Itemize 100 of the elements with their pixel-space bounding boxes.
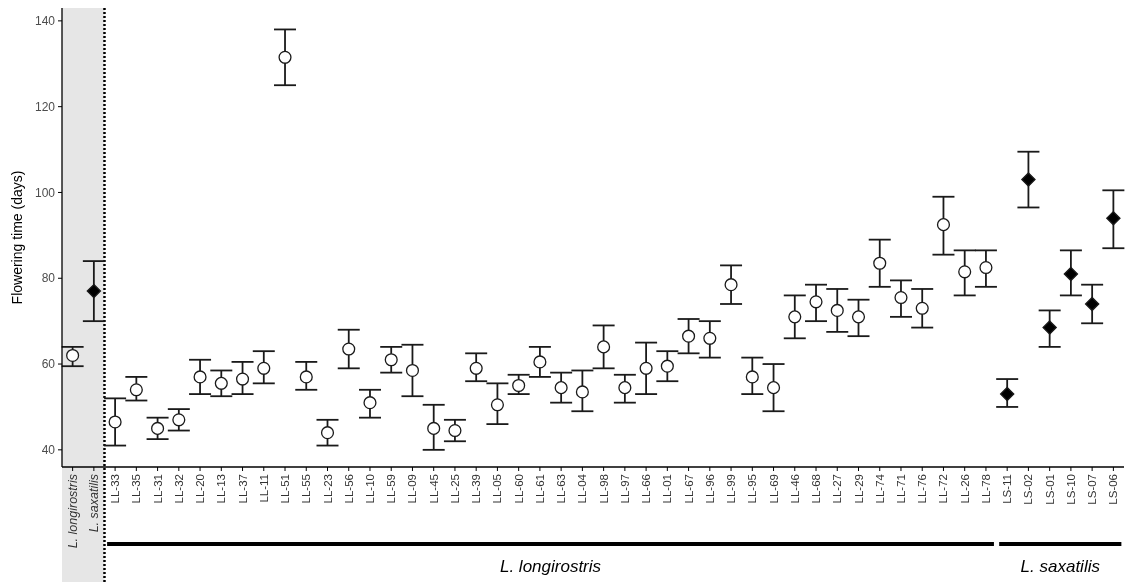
x-tick-label: LL-39 xyxy=(470,474,483,504)
point xyxy=(597,340,611,354)
text: L. longirostris xyxy=(499,557,602,576)
point xyxy=(979,260,993,275)
point xyxy=(384,353,398,367)
x-tick-label: LL-45 xyxy=(427,474,440,504)
point xyxy=(490,398,504,412)
x-tick-label: LL-04 xyxy=(576,473,589,504)
point xyxy=(1084,296,1100,312)
x-tick-label: LL-74 xyxy=(873,473,886,504)
x-tick-label: LS-07 xyxy=(1086,474,1099,505)
point xyxy=(86,283,102,299)
point xyxy=(915,301,929,315)
point xyxy=(999,386,1015,402)
point xyxy=(214,376,228,390)
x-tick-label: LL-99 xyxy=(725,474,738,504)
x-tick-label: LL-63 xyxy=(555,474,568,504)
point xyxy=(1042,320,1057,335)
point xyxy=(448,423,462,438)
x-tick-label: L. saxatilis xyxy=(86,474,101,533)
x-tick-label: LL-13 xyxy=(215,474,228,504)
x-tick-label: LL-01 xyxy=(661,474,674,504)
point xyxy=(766,381,781,395)
x-tick-label: LL-66 xyxy=(640,474,653,504)
point xyxy=(660,359,674,373)
x-tick-label: LL-20 xyxy=(194,474,207,504)
y-tick-label: 120 xyxy=(34,99,56,114)
point xyxy=(1106,210,1121,226)
x-tick-label: LL-32 xyxy=(172,474,185,504)
x-tick-label: LL-97 xyxy=(618,474,631,504)
y-tick-label: 40 xyxy=(41,443,56,458)
x-tick-label: LL-68 xyxy=(810,474,823,504)
point xyxy=(257,361,271,375)
x-tick-label: LL-26 xyxy=(958,474,971,504)
x-tick-label: LL-51 xyxy=(279,474,292,504)
x-tick-label: LL-78 xyxy=(979,474,992,504)
x-tick-label: LL-76 xyxy=(916,474,929,504)
point xyxy=(851,310,866,324)
x-tick-label: LL-60 xyxy=(512,474,525,504)
point xyxy=(724,278,738,292)
x-tick-label: LL-29 xyxy=(852,474,865,504)
x-tick-label: LL-69 xyxy=(767,474,780,504)
point xyxy=(193,370,207,384)
x-tick-label: LL-11 xyxy=(257,474,270,503)
point xyxy=(788,310,802,324)
x-tick-label: LS-02 xyxy=(1022,474,1035,505)
x-tick-label: LS-11 xyxy=(1001,474,1014,504)
x-tick-label: LS-06 xyxy=(1107,474,1120,505)
y-tick-label: 140 xyxy=(34,14,56,29)
point xyxy=(235,372,250,386)
x-tick-label: LL-55 xyxy=(300,474,313,504)
point xyxy=(1021,172,1036,187)
point xyxy=(405,363,420,378)
x-tick-label: LL-98 xyxy=(597,474,610,504)
point xyxy=(172,413,186,427)
point xyxy=(809,295,823,309)
point xyxy=(703,331,717,345)
x-tick-label: LL-37 xyxy=(236,474,249,504)
y-tick-label: 80 xyxy=(41,271,56,286)
x-tick-label: LL-27 xyxy=(831,474,844,504)
point xyxy=(66,348,80,363)
point xyxy=(894,291,908,305)
point xyxy=(639,361,653,375)
point xyxy=(745,370,759,384)
x-tick-label: LL-67 xyxy=(682,474,695,504)
point xyxy=(533,355,547,369)
x-tick-label: LL-95 xyxy=(746,474,759,504)
x-tick-label: LL-46 xyxy=(788,474,801,504)
point xyxy=(363,396,377,410)
point xyxy=(554,381,568,395)
point xyxy=(278,50,292,64)
point xyxy=(618,381,632,395)
x-tick-label: LL-05 xyxy=(491,474,504,504)
point xyxy=(682,329,696,343)
point xyxy=(427,421,441,435)
point xyxy=(129,383,143,397)
point xyxy=(575,385,589,399)
point xyxy=(151,421,165,435)
text: L. saxatilis xyxy=(1020,557,1101,576)
x-tick-label: LL-96 xyxy=(703,474,716,504)
y-tick-label: 60 xyxy=(41,357,56,372)
y-tick-label: 100 xyxy=(34,185,56,200)
y-axis-title: Flowering time (days) xyxy=(9,170,25,305)
point xyxy=(342,342,356,356)
x-tick-label: LL-23 xyxy=(321,474,334,504)
point xyxy=(958,265,972,279)
point xyxy=(936,218,951,232)
point xyxy=(469,361,483,375)
x-tick-label: LL-35 xyxy=(130,474,143,504)
x-tick-label: LL-31 xyxy=(151,474,164,504)
x-tick-label: LL-09 xyxy=(406,474,419,504)
point xyxy=(299,370,313,384)
x-tick-label: LS-10 xyxy=(1064,474,1077,505)
point xyxy=(320,426,335,440)
point xyxy=(512,378,526,393)
x-tick-label: LL-10 xyxy=(363,474,376,504)
point xyxy=(108,415,122,429)
point xyxy=(1063,266,1079,282)
x-tick-label: LL-72 xyxy=(937,474,950,504)
x-tick-label: LL-59 xyxy=(385,474,398,504)
